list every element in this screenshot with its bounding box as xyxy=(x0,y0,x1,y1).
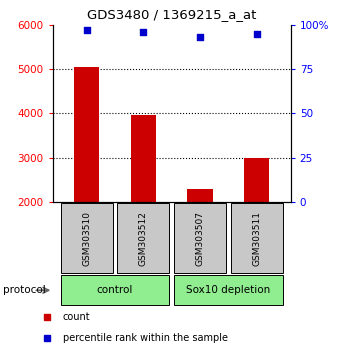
Text: Sox10 depletion: Sox10 depletion xyxy=(186,285,271,295)
Text: percentile rank within the sample: percentile rank within the sample xyxy=(63,333,228,343)
Bar xyxy=(131,115,156,202)
Bar xyxy=(117,203,169,273)
Text: GSM303507: GSM303507 xyxy=(195,211,205,266)
Bar xyxy=(61,203,113,273)
Title: GDS3480 / 1369215_a_at: GDS3480 / 1369215_a_at xyxy=(87,8,256,21)
Text: count: count xyxy=(63,312,90,322)
Bar xyxy=(174,203,226,273)
Text: protocol: protocol xyxy=(3,285,46,295)
Bar xyxy=(61,275,169,305)
Text: control: control xyxy=(97,285,133,295)
Bar xyxy=(74,67,99,202)
Bar xyxy=(244,158,269,202)
Text: GSM303510: GSM303510 xyxy=(82,211,91,266)
Bar xyxy=(174,275,283,305)
Bar xyxy=(231,203,283,273)
Text: GSM303512: GSM303512 xyxy=(139,211,148,266)
Point xyxy=(141,29,146,35)
Bar xyxy=(187,188,213,202)
Point xyxy=(84,27,89,33)
Text: GSM303511: GSM303511 xyxy=(252,211,261,266)
Point xyxy=(254,31,259,36)
Point xyxy=(197,34,203,40)
